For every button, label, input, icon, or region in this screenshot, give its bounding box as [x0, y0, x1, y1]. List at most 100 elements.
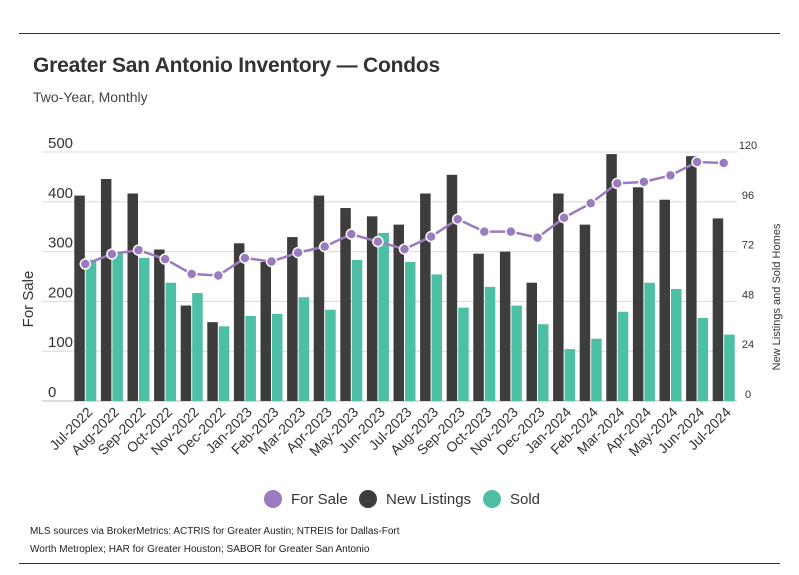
bar-new-listings: [366, 216, 378, 401]
point-for-sale: [345, 228, 358, 240]
bar-new-listings: [632, 187, 644, 401]
point-for-sale: [691, 156, 703, 168]
bar-new-listings: [313, 195, 325, 401]
bar-new-listings: [100, 178, 112, 401]
point-for-sale: [106, 248, 118, 260]
bar-sold: [325, 309, 336, 401]
point-for-sale: [451, 213, 464, 225]
y-right-tick-label: 48: [742, 289, 754, 301]
legend: For Sale New Listings Sold: [0, 487, 799, 511]
y-right-axis-label: New Listings and Sold Homes: [771, 223, 783, 370]
chart-canvas: 0 100 200 300 400 500 0 24 48 72 96 120 For Sale New …: [20, 135, 783, 459]
bar-new-listings: [340, 208, 351, 401]
bar-sold: [245, 315, 256, 401]
point-for-sale: [265, 255, 278, 268]
bar-new-listings: [393, 224, 404, 401]
for-sale-line: [79, 156, 730, 282]
point-for-sale: [292, 246, 304, 259]
bar-new-listings: [712, 218, 724, 401]
point-for-sale: [185, 268, 198, 280]
y-left-tick-label: 400: [48, 185, 73, 202]
bar-new-listings: [446, 174, 458, 401]
y-left-tick-label: 500: [48, 135, 73, 152]
bar-new-listings: [499, 251, 511, 401]
bar-new-listings: [553, 193, 564, 401]
bar-sold: [218, 326, 230, 401]
bar-sold: [298, 297, 310, 401]
bar-sold: [431, 274, 443, 401]
y-left-axis-label: For Sale: [20, 271, 37, 328]
bar-new-listings: [127, 193, 138, 401]
y-left-tick-label: 200: [48, 284, 73, 301]
y-right-tick-label: 120: [739, 140, 757, 152]
chart-title: Greater San Antonio Inventory — Condos: [33, 54, 440, 77]
bar-sold: [112, 251, 123, 401]
bar-sold: [139, 257, 150, 401]
legend-item-new-listings: New Listings: [359, 487, 471, 511]
top-rule: [19, 33, 780, 34]
legend-swatch-new-listings: [359, 490, 377, 508]
point-for-sale: [318, 240, 331, 253]
footnote-line-2: Worth Metroplex; HAR for Greater Houston…: [30, 544, 370, 555]
point-for-sale: [159, 253, 171, 265]
bar-new-listings: [473, 253, 484, 401]
bar-sold: [617, 311, 629, 401]
bar-sold: [591, 338, 602, 401]
y-right-tick-label: 0: [745, 389, 751, 401]
bar-sold: [724, 334, 735, 401]
bar-sold: [405, 261, 416, 401]
bar-new-listings: [233, 243, 245, 401]
y-left-tick-label: 300: [48, 235, 73, 252]
bar-new-listings: [526, 282, 537, 401]
point-for-sale: [239, 252, 251, 264]
y-right-tick-label: 72: [742, 240, 754, 252]
point-for-sale: [132, 244, 145, 256]
point-for-sale: [398, 243, 411, 255]
point-for-sale: [638, 176, 650, 188]
bar-sold: [192, 293, 203, 401]
point-for-sale: [79, 258, 92, 270]
point-for-sale: [584, 197, 597, 210]
chart-subtitle: Two-Year, Monthly: [33, 89, 148, 105]
bar-sold: [484, 286, 496, 401]
bar-new-listings: [659, 199, 670, 401]
legend-label-new-listings: New Listings: [386, 490, 472, 508]
bar-sold: [458, 307, 469, 401]
point-for-sale: [611, 177, 624, 190]
y-left-tick-label: 100: [48, 334, 73, 351]
point-for-sale: [664, 169, 677, 182]
bar-sold: [378, 232, 389, 401]
point-for-sale: [212, 269, 225, 282]
point-for-sale: [717, 157, 730, 169]
bar-new-listings: [74, 195, 85, 401]
footnote-line-1: MLS sources via BrokerMetrics: ACTRIS fo…: [30, 526, 400, 537]
bar-new-listings: [180, 305, 192, 401]
bar-new-listings: [260, 261, 271, 401]
bar-new-listings: [154, 249, 165, 401]
point-for-sale: [478, 225, 491, 238]
bar-sold: [671, 288, 682, 401]
bar-new-listings: [606, 154, 617, 401]
bar-new-listings: [287, 237, 298, 401]
bar-sold: [564, 349, 576, 401]
point-for-sale: [425, 230, 437, 243]
point-for-sale: [558, 211, 570, 224]
legend-item-sold: Sold: [483, 487, 540, 511]
bar-sold: [165, 282, 177, 401]
bar-new-listings: [207, 322, 218, 401]
bar-new-listings: [420, 193, 431, 401]
bottom-rule: [19, 563, 780, 564]
y-right-tick-label: 96: [742, 190, 754, 202]
legend-item-for-sale: For Sale: [264, 487, 348, 511]
point-for-sale: [372, 235, 384, 248]
bar-sold: [538, 324, 549, 401]
point-for-sale: [531, 231, 544, 244]
line-for-sale: [84, 160, 724, 277]
bar-new-listings: [579, 224, 591, 401]
bar-sold: [351, 259, 363, 401]
bar-sold: [511, 305, 522, 401]
y-left-tick-label: 0: [48, 384, 56, 401]
bar-new-listings: [686, 156, 697, 401]
legend-label-sold: Sold: [510, 490, 541, 508]
legend-swatch-sold: [483, 490, 501, 508]
